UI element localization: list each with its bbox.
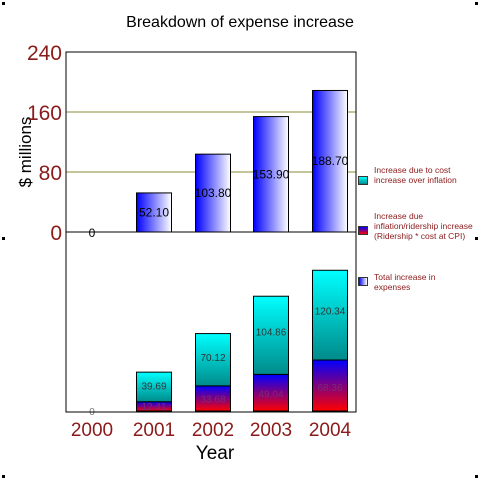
corner-mark xyxy=(2,2,5,5)
bar-cost-over-inflation xyxy=(195,333,231,387)
bottom-panel-frame xyxy=(65,231,357,413)
blue-white-swatch-icon xyxy=(358,277,368,286)
corner-mark xyxy=(475,475,478,478)
x-tick-label: 2000 xyxy=(71,420,113,441)
y-tick-label: 240 xyxy=(27,42,62,65)
legend-label: Total increase in expenses xyxy=(374,272,436,292)
bar-total xyxy=(195,153,231,233)
data-label: 153.90 xyxy=(253,167,290,181)
bar-inflation-ridership xyxy=(253,373,289,412)
data-label: 52.10 xyxy=(139,205,169,219)
bar-inflation-ridership xyxy=(195,385,231,412)
corner-mark xyxy=(2,475,5,478)
y-tick-labels: 0 80 160 240 xyxy=(27,42,62,245)
x-tick-label: 2002 xyxy=(192,420,234,441)
data-label: 49.04 xyxy=(258,390,283,401)
bar-total xyxy=(136,192,172,233)
corner-mark xyxy=(475,2,478,5)
y-tick-label: 80 xyxy=(39,162,62,185)
top-panel-bars: 0 52.10 103.80 153.90 188.70 xyxy=(89,89,349,240)
x-axis-label: Year xyxy=(196,443,235,464)
data-label: 120.34 xyxy=(315,307,346,318)
bottom-panel-bars: 0 12.4139.6933.6870.1249.04104.8668.36120… xyxy=(89,269,348,418)
bar-cost-over-inflation xyxy=(253,295,289,375)
x-tick-labels: 2000 2001 2002 2003 2004 xyxy=(71,420,352,441)
data-label: 33.68 xyxy=(200,395,225,406)
data-label: 104.86 xyxy=(256,327,287,338)
corner-mark xyxy=(2,237,5,240)
data-label: 0 xyxy=(89,226,96,240)
x-tick-label: 2004 xyxy=(309,420,352,441)
red-blue-swatch-icon xyxy=(358,226,368,235)
x-tick-label: 2001 xyxy=(133,420,175,441)
y-tick-label: 160 xyxy=(27,102,62,125)
data-label: 12.41 xyxy=(141,402,166,413)
data-label: 70.12 xyxy=(200,353,225,364)
y-axis-label: $ millions xyxy=(16,117,35,188)
bar-cost-over-inflation xyxy=(136,371,172,403)
legend-label: Increase due to cost increase over infla… xyxy=(374,165,457,185)
data-label: 39.69 xyxy=(141,381,166,392)
data-label: 68.36 xyxy=(317,383,342,394)
y-tick-label: 0 xyxy=(50,222,62,245)
corner-mark xyxy=(475,237,478,240)
data-label: 103.80 xyxy=(195,186,232,200)
legend-label: Increase due inflation/ridership increas… xyxy=(374,211,473,241)
bar-cost-over-inflation xyxy=(312,269,348,361)
teal-swatch-icon xyxy=(358,176,368,185)
chart-title: Breakdown of expense increase xyxy=(126,14,354,31)
x-tick-label: 2003 xyxy=(250,420,292,441)
bar-inflation-ridership xyxy=(312,359,348,412)
bar-total xyxy=(312,89,348,233)
bar-total xyxy=(253,116,289,233)
data-label: 188.70 xyxy=(312,154,349,168)
